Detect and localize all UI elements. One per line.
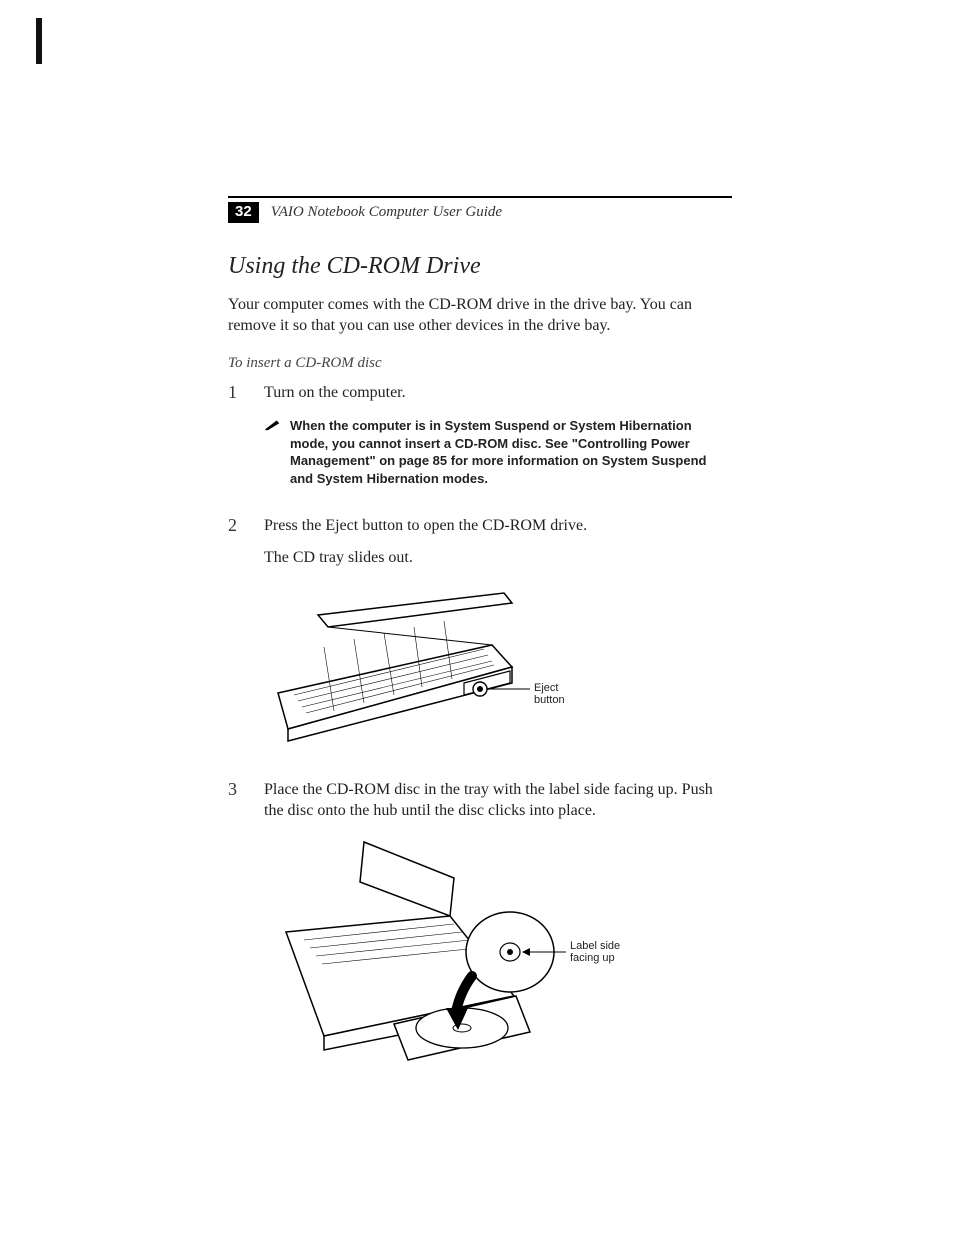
step-body: Press the Eject button to open the CD-RO… <box>264 515 732 764</box>
step-number: 2 <box>228 515 242 764</box>
header-rule <box>228 196 732 198</box>
procedure-subhead: To insert a CD-ROM disc <box>228 355 732 372</box>
section-intro: Your computer comes with the CD-ROM driv… <box>228 294 732 337</box>
page-header: 32 VAIO Notebook Computer User Guide <box>228 202 732 223</box>
step-body: Turn on the computer. When the computer … <box>264 382 732 502</box>
note-pencil-icon <box>264 418 282 432</box>
step-number: 3 <box>228 779 242 1088</box>
note-block: When the computer is in System Suspend o… <box>264 417 732 487</box>
figure-eject-button: Eject button <box>264 583 732 743</box>
figure-label-labelside: Label side facing up <box>570 940 630 965</box>
step-3: 3 Place the CD-ROM disc in the tray with… <box>228 779 732 1088</box>
step-text: Turn on the computer. <box>264 384 406 401</box>
scan-artifact <box>36 18 42 64</box>
figure-insert-disc: Label side facing up <box>264 836 732 1066</box>
section-title: Using the CD-ROM Drive <box>228 253 732 280</box>
step-subtext: The CD tray slides out. <box>264 547 732 569</box>
note-text: When the computer is in System Suspend o… <box>290 417 732 487</box>
step-body: Place the CD-ROM disc in the tray with t… <box>264 779 732 1088</box>
laptop-eject-illustration <box>264 583 584 743</box>
step-text: Press the Eject button to open the CD-RO… <box>264 517 587 534</box>
step-number: 1 <box>228 382 242 502</box>
step-text: Place the CD-ROM disc in the tray with t… <box>264 781 713 820</box>
page-number-box: 32 <box>228 202 259 223</box>
step-1: 1 Turn on the computer. When the compute… <box>228 382 732 502</box>
figure-label-eject: Eject button <box>534 682 584 707</box>
step-2: 2 Press the Eject button to open the CD-… <box>228 515 732 764</box>
page-content: 32 VAIO Notebook Computer User Guide Usi… <box>228 196 732 1102</box>
guide-title: VAIO Notebook Computer User Guide <box>271 204 502 221</box>
